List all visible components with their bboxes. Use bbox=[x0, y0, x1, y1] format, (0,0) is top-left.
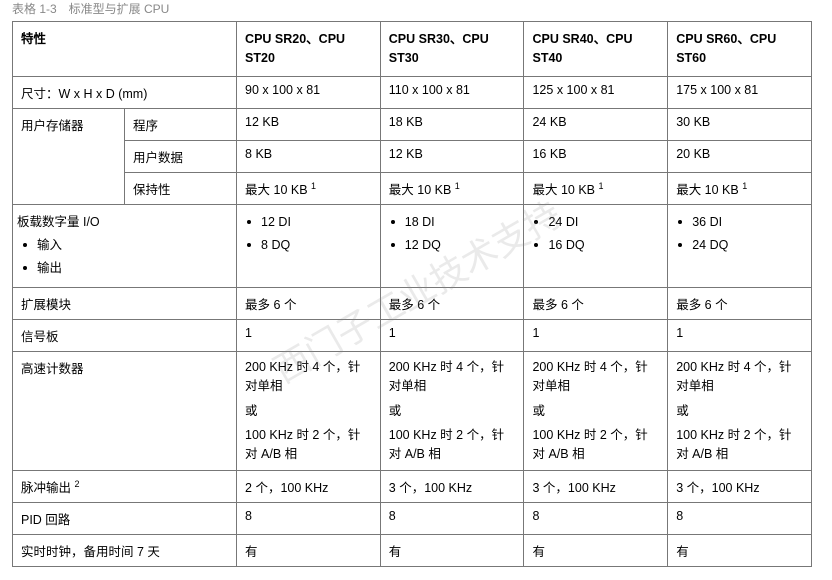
bullet-icon bbox=[23, 266, 27, 270]
table-row: 保持性 最大 10 KB 1 最大 10 KB 1 最大 10 KB 1 最大 … bbox=[13, 172, 812, 204]
rtc-c30: 有 bbox=[380, 534, 524, 566]
table-row: 扩展模块 最多 6 个 最多 6 个 最多 6 个 最多 6 个 bbox=[13, 288, 812, 320]
expmod-c20: 最多 6 个 bbox=[237, 288, 381, 320]
table-row: 用户数据 8 KB 12 KB 16 KB 20 KB bbox=[13, 140, 812, 172]
pid-label: PID 回路 bbox=[13, 502, 237, 534]
expmod-label: 扩展模块 bbox=[13, 288, 237, 320]
pulse-c60: 3 个，100 KHz bbox=[668, 470, 812, 502]
program-c60: 30 KB bbox=[668, 108, 812, 140]
bullet-icon bbox=[534, 220, 538, 224]
table-row: 脉冲输出 2 2 个，100 KHz 3 个，100 KHz 3 个，100 K… bbox=[13, 470, 812, 502]
io-c30: 18 DI 12 DQ bbox=[380, 204, 524, 288]
size-c60: 175 x 100 x 81 bbox=[668, 76, 812, 108]
sigboard-c30: 1 bbox=[380, 320, 524, 352]
hsc-c40: 200 KHz 时 4 个，针对单相 或 100 KHz 时 2 个，针对 A/… bbox=[524, 352, 668, 471]
bullet-icon bbox=[391, 220, 395, 224]
bullet-icon bbox=[23, 243, 27, 247]
bullet-icon bbox=[678, 243, 682, 247]
io-in-row: 输入 bbox=[17, 234, 228, 258]
io-c20: 12 DI 8 DQ bbox=[237, 204, 381, 288]
io-c40: 24 DI 16 DQ bbox=[524, 204, 668, 288]
hsc-c30: 200 KHz 时 4 个，针对单相 或 100 KHz 时 2 个，针对 A/… bbox=[380, 352, 524, 471]
io-label-cell: 板载数字量 I/O 输入 输出 bbox=[13, 204, 237, 288]
pulse-c30: 3 个，100 KHz bbox=[380, 470, 524, 502]
program-c40: 24 KB bbox=[524, 108, 668, 140]
table-header-row: 特性 CPU SR20、CPU ST20 CPU SR30、CPU ST30 C… bbox=[13, 22, 812, 77]
table-row: PID 回路 8 8 8 8 bbox=[13, 502, 812, 534]
hsc-c60: 200 KHz 时 4 个，针对单相 或 100 KHz 时 2 个，针对 A/… bbox=[668, 352, 812, 471]
table-row: 板载数字量 I/O 输入 输出 12 DI 8 DQ 18 DI 12 DQ 2… bbox=[13, 204, 812, 288]
pid-c20: 8 bbox=[237, 502, 381, 534]
expmod-c30: 最多 6 个 bbox=[380, 288, 524, 320]
table-caption: 表格 1-3 标准型与扩展 CPU bbox=[0, 0, 832, 21]
userdata-c20: 8 KB bbox=[237, 140, 381, 172]
bullet-icon bbox=[247, 243, 251, 247]
io-out-row: 输出 bbox=[17, 257, 228, 281]
header-feature: 特性 bbox=[13, 22, 237, 77]
usermem-label: 用户存储器 bbox=[13, 108, 125, 204]
header-cpu20: CPU SR20、CPU ST20 bbox=[237, 22, 381, 77]
userdata-c60: 20 KB bbox=[668, 140, 812, 172]
pulse-label: 脉冲输出 2 bbox=[13, 470, 237, 502]
header-cpu40: CPU SR40、CPU ST40 bbox=[524, 22, 668, 77]
table-row: 用户存储器 程序 12 KB 18 KB 24 KB 30 KB bbox=[13, 108, 812, 140]
retain-c60: 最大 10 KB 1 bbox=[668, 172, 812, 204]
program-c30: 18 KB bbox=[380, 108, 524, 140]
expmod-c60: 最多 6 个 bbox=[668, 288, 812, 320]
pid-c40: 8 bbox=[524, 502, 668, 534]
bullet-icon bbox=[247, 220, 251, 224]
pulse-c40: 3 个，100 KHz bbox=[524, 470, 668, 502]
size-label: 尺寸：W x H x D (mm) bbox=[13, 76, 237, 108]
retain-c20: 最大 10 KB 1 bbox=[237, 172, 381, 204]
bullet-icon bbox=[534, 243, 538, 247]
rtc-c60: 有 bbox=[668, 534, 812, 566]
rtc-c40: 有 bbox=[524, 534, 668, 566]
rtc-c20: 有 bbox=[237, 534, 381, 566]
sigboard-c60: 1 bbox=[668, 320, 812, 352]
sigboard-c20: 1 bbox=[237, 320, 381, 352]
table-row: 实时时钟，备用时间 7 天 有 有 有 有 bbox=[13, 534, 812, 566]
retain-c40: 最大 10 KB 1 bbox=[524, 172, 668, 204]
io-label: 板载数字量 I/O bbox=[17, 211, 228, 230]
userdata-label: 用户数据 bbox=[125, 140, 237, 172]
pid-c30: 8 bbox=[380, 502, 524, 534]
expmod-c40: 最多 6 个 bbox=[524, 288, 668, 320]
pid-c60: 8 bbox=[668, 502, 812, 534]
header-cpu30: CPU SR30、CPU ST30 bbox=[380, 22, 524, 77]
size-c20: 90 x 100 x 81 bbox=[237, 76, 381, 108]
bullet-icon bbox=[678, 220, 682, 224]
table-row: 尺寸：W x H x D (mm) 90 x 100 x 81 110 x 10… bbox=[13, 76, 812, 108]
userdata-c40: 16 KB bbox=[524, 140, 668, 172]
retain-c30: 最大 10 KB 1 bbox=[380, 172, 524, 204]
rtc-label: 实时时钟，备用时间 7 天 bbox=[13, 534, 237, 566]
retain-label: 保持性 bbox=[125, 172, 237, 204]
table-row: 高速计数器 200 KHz 时 4 个，针对单相 或 100 KHz 时 2 个… bbox=[13, 352, 812, 471]
cpu-spec-table: 特性 CPU SR20、CPU ST20 CPU SR30、CPU ST30 C… bbox=[12, 21, 812, 567]
size-c40: 125 x 100 x 81 bbox=[524, 76, 668, 108]
program-label: 程序 bbox=[125, 108, 237, 140]
hsc-label: 高速计数器 bbox=[13, 352, 237, 471]
userdata-c30: 12 KB bbox=[380, 140, 524, 172]
pulse-c20: 2 个，100 KHz bbox=[237, 470, 381, 502]
size-c30: 110 x 100 x 81 bbox=[380, 76, 524, 108]
bullet-icon bbox=[391, 243, 395, 247]
program-c20: 12 KB bbox=[237, 108, 381, 140]
io-c60: 36 DI 24 DQ bbox=[668, 204, 812, 288]
sigboard-label: 信号板 bbox=[13, 320, 237, 352]
header-cpu60: CPU SR60、CPU ST60 bbox=[668, 22, 812, 77]
table-row: 信号板 1 1 1 1 bbox=[13, 320, 812, 352]
sigboard-c40: 1 bbox=[524, 320, 668, 352]
hsc-c20: 200 KHz 时 4 个，针对单相 或 100 KHz 时 2 个，针对 A/… bbox=[237, 352, 381, 471]
